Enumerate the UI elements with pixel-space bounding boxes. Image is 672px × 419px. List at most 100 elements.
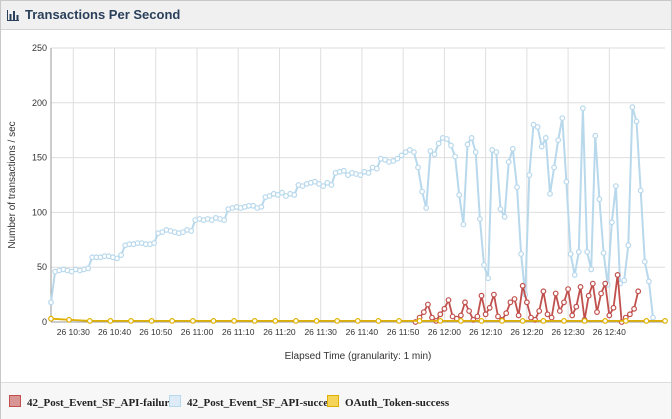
data-point-2 <box>128 318 134 324</box>
data-point-1 <box>485 275 492 282</box>
data-point-0 <box>511 296 518 302</box>
data-point-1 <box>588 266 595 273</box>
data-point-0 <box>495 313 501 320</box>
x-tick-label: 26 12:10 <box>469 327 502 337</box>
data-point-0 <box>524 299 530 306</box>
x-tick-label: 26 11:20 <box>263 327 296 337</box>
x-tick-label: 26 11:30 <box>304 327 337 337</box>
data-point-0 <box>425 301 431 308</box>
data-point-1 <box>633 118 640 125</box>
data-point-1 <box>621 277 628 284</box>
x-tick-label: 26 12:20 <box>510 327 543 337</box>
data-point-1 <box>357 172 364 179</box>
data-point-1 <box>394 155 401 162</box>
data-point-1 <box>641 258 648 265</box>
data-point-1 <box>456 191 463 198</box>
y-tick-label: 50 <box>37 262 47 272</box>
data-point-0 <box>519 282 526 289</box>
data-point-2 <box>458 318 464 324</box>
data-point-2 <box>334 318 341 324</box>
tps-chart: 0 50 100 150 200 250 26 10:30 26 10:40 26 10:50 2… <box>7 43 668 362</box>
data-point-1 <box>592 132 599 139</box>
data-point-1 <box>559 115 566 121</box>
data-point-1 <box>299 183 306 190</box>
data-point-2 <box>643 318 650 324</box>
data-point-2 <box>313 318 320 324</box>
data-point-1 <box>563 178 570 185</box>
data-point-1 <box>221 217 228 224</box>
data-point-0 <box>606 312 613 319</box>
data-point-0 <box>474 313 481 320</box>
data-point-2 <box>437 318 444 324</box>
data-point-1 <box>316 180 322 187</box>
data-point-2 <box>561 318 567 324</box>
y-tick-label: 150 <box>32 153 47 163</box>
y-axis-label: Number of transactions / sec <box>7 121 18 248</box>
data-point-0 <box>445 297 452 304</box>
y-tick-label: 0 <box>42 317 47 327</box>
data-point-1 <box>468 134 475 141</box>
data-point-1 <box>291 191 298 198</box>
data-point-0 <box>561 299 567 306</box>
data-point-2 <box>540 318 547 324</box>
data-point-1 <box>151 240 158 247</box>
legend-label-oauth: OAuth_Token-success <box>345 397 450 409</box>
data-point-0 <box>573 303 580 310</box>
data-point-1 <box>452 153 459 160</box>
data-point-1 <box>402 149 409 155</box>
x-tick-label: 26 10:30 <box>57 327 90 337</box>
data-point-1 <box>538 143 545 150</box>
data-point-1 <box>365 169 372 176</box>
data-point-2 <box>148 318 155 324</box>
data-point-0 <box>515 312 522 319</box>
data-point-1 <box>477 216 483 222</box>
data-point-0 <box>585 292 592 299</box>
chart-legend: 42_Post_Event_SF_API-failure 42_Post_Eve… <box>1 382 671 419</box>
legend-label-success: 42_Post_Event_SF_API-success <box>187 397 337 409</box>
data-point-1 <box>472 149 479 155</box>
data-point-1 <box>188 228 195 234</box>
data-point-1 <box>118 252 124 259</box>
data-point-1 <box>596 196 603 203</box>
data-point-1 <box>514 184 520 191</box>
data-point-1 <box>411 149 417 155</box>
data-point-0 <box>466 308 473 314</box>
data-point-0 <box>569 312 576 319</box>
data-point-1 <box>340 167 347 174</box>
data-point-1 <box>509 145 516 152</box>
legend-item-oauth[interactable]: OAuth_Token-success <box>327 395 449 409</box>
data-point-0 <box>536 308 543 314</box>
panel-header: Transactions Per Second <box>1 1 671 30</box>
data-point-2 <box>396 318 402 324</box>
data-point-1 <box>464 141 471 148</box>
data-point-1 <box>279 189 285 196</box>
data-point-2 <box>231 318 238 324</box>
data-point-0 <box>610 304 617 311</box>
data-point-1 <box>373 165 380 172</box>
data-point-0 <box>631 305 637 312</box>
data-point-2 <box>581 318 588 324</box>
x-tick-label: 26 11:40 <box>346 327 379 337</box>
data-point-0 <box>614 271 621 278</box>
legend-item-success[interactable]: 42_Post_Event_SF_API-success <box>169 395 337 409</box>
data-point-1 <box>637 187 644 194</box>
data-point-1 <box>584 248 590 255</box>
data-point-1 <box>423 205 430 211</box>
data-point-1 <box>444 136 450 142</box>
legend-item-failure[interactable]: 42_Post_Event_SF_API-failure <box>9 395 174 409</box>
data-point-1 <box>567 251 574 257</box>
data-point-0 <box>420 309 427 316</box>
x-tick-label: 26 12:40 <box>593 327 626 337</box>
data-point-1 <box>85 265 91 272</box>
data-point-1 <box>320 183 327 190</box>
data-point-1 <box>48 299 54 306</box>
data-point-0 <box>602 280 609 287</box>
bar-chart-icon <box>7 10 19 21</box>
x-tick-label: 26 10:50 <box>139 327 172 337</box>
data-point-1 <box>427 148 434 154</box>
data-point-0 <box>627 311 633 318</box>
data-point-1 <box>283 193 289 199</box>
x-axis-label: Elapsed Time (granularity: 1 min) <box>285 351 432 362</box>
data-point-1 <box>481 262 487 268</box>
data-point-1 <box>518 251 524 257</box>
